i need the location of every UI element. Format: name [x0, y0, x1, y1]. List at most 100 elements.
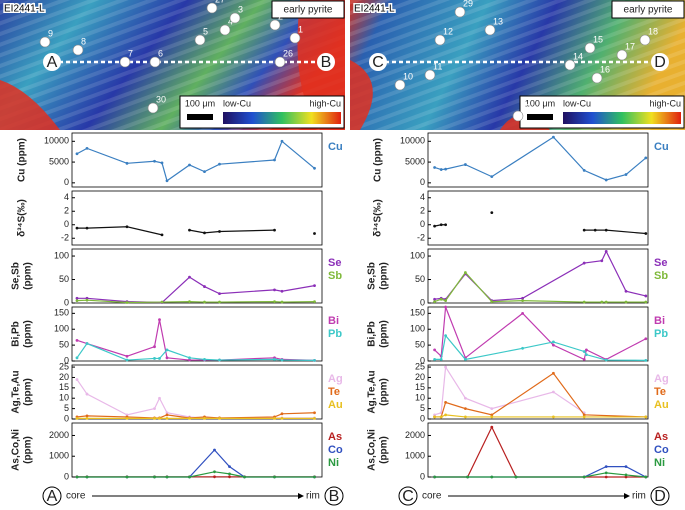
- spot: [119, 56, 131, 68]
- data-point: [218, 230, 221, 233]
- data-point: [153, 345, 156, 349]
- series-line: [76, 379, 315, 419]
- data-point: [153, 475, 156, 479]
- spot: [584, 42, 596, 54]
- spot: [454, 6, 466, 18]
- data-point: [604, 300, 608, 304]
- data-point: [464, 407, 467, 411]
- spot-label: 29: [463, 0, 473, 8]
- data-point: [160, 300, 164, 304]
- y-axis-label: Se,Sb: [367, 262, 378, 290]
- data-point: [514, 475, 518, 479]
- plot-frame: [427, 364, 649, 420]
- series-line: [76, 140, 315, 182]
- data-point: [165, 411, 169, 415]
- end-marker: [650, 486, 670, 506]
- data-point: [218, 300, 221, 304]
- data-point: [75, 475, 79, 479]
- end-label: B: [329, 488, 340, 505]
- y-tick-label: 50: [415, 274, 425, 284]
- spot: [434, 34, 446, 46]
- data-point: [490, 211, 494, 215]
- map-sample: EI2441-L: [354, 4, 395, 15]
- data-point: [213, 448, 216, 452]
- label-box: [271, 0, 345, 19]
- data-point: [644, 294, 648, 298]
- data-point: [153, 416, 156, 420]
- data-point: [624, 300, 628, 304]
- y-tick-label: 5: [420, 403, 425, 413]
- plot-frame: [427, 306, 649, 362]
- y-axis-label: Ag,Te,Au: [367, 370, 378, 413]
- data-point: [218, 358, 221, 362]
- data-point: [75, 152, 79, 156]
- series-line: [434, 224, 646, 235]
- data-point: [439, 297, 443, 301]
- data-point: [75, 299, 79, 303]
- data-point: [433, 348, 436, 352]
- data-point: [444, 413, 447, 417]
- y-axis-label: (ppm): [379, 320, 390, 348]
- y-tick-label: 25: [415, 361, 425, 371]
- end-label: D: [654, 488, 666, 505]
- legend-label: Se: [654, 257, 667, 269]
- spot-label: 4: [228, 16, 233, 26]
- spot: [269, 19, 281, 31]
- y-tick-label: 4: [420, 192, 425, 202]
- map-sample: EI2441-L: [4, 4, 45, 15]
- data-point: [624, 173, 628, 176]
- data-point: [188, 356, 191, 360]
- legend-label: Bi: [654, 315, 665, 327]
- legend-label: Ni: [328, 457, 339, 469]
- data-point: [552, 340, 555, 344]
- data-point: [188, 358, 191, 362]
- data-point: [552, 135, 555, 139]
- legend-label: Ag: [654, 373, 669, 385]
- data-point: [125, 225, 129, 229]
- data-point: [624, 473, 628, 477]
- data-point: [188, 275, 191, 279]
- y-axis-label: (ppm): [23, 378, 34, 406]
- panel: 0 5000 10000 Cu (ppm) Cu: [17, 132, 343, 188]
- data-point: [313, 475, 316, 479]
- data-point: [313, 411, 316, 415]
- data-point: [313, 232, 316, 235]
- y-tick-label: 20: [415, 372, 425, 382]
- y-axis-label: δ³⁴S(‰): [373, 199, 384, 237]
- data-point: [439, 415, 443, 419]
- y-tick-label: 2000: [405, 430, 425, 440]
- plot-frame: [427, 422, 649, 478]
- data-point: [273, 228, 276, 232]
- y-tick-label: 150: [54, 308, 69, 318]
- data-point: [273, 288, 276, 292]
- data-point: [125, 358, 129, 362]
- data-point: [125, 301, 129, 304]
- legend-label: Au: [328, 399, 343, 411]
- spot: [289, 32, 301, 44]
- y-tick-label: -2: [417, 233, 425, 243]
- low-label: low-Cu: [563, 98, 591, 108]
- series-line: [434, 249, 646, 302]
- data-point: [273, 300, 276, 303]
- data-point: [644, 358, 648, 362]
- data-point: [280, 412, 284, 416]
- plot-frame: [71, 306, 323, 362]
- spot-label: 30: [156, 94, 166, 104]
- data-point: [228, 465, 231, 469]
- data-point: [273, 358, 276, 361]
- data-point: [203, 231, 206, 235]
- spot: [564, 59, 576, 71]
- data-point: [313, 166, 316, 170]
- data-point: [490, 175, 494, 179]
- data-point: [521, 296, 524, 300]
- data-point: [125, 354, 129, 358]
- y-axis-label: (ppm): [23, 262, 34, 290]
- data-point: [75, 378, 79, 381]
- legend-label: Te: [328, 386, 340, 398]
- legend-label: Sb: [654, 270, 668, 282]
- data-point: [218, 162, 221, 166]
- y-tick-label: 25: [59, 361, 69, 371]
- y-tick-label: 5: [64, 403, 69, 413]
- series-line: [434, 271, 646, 303]
